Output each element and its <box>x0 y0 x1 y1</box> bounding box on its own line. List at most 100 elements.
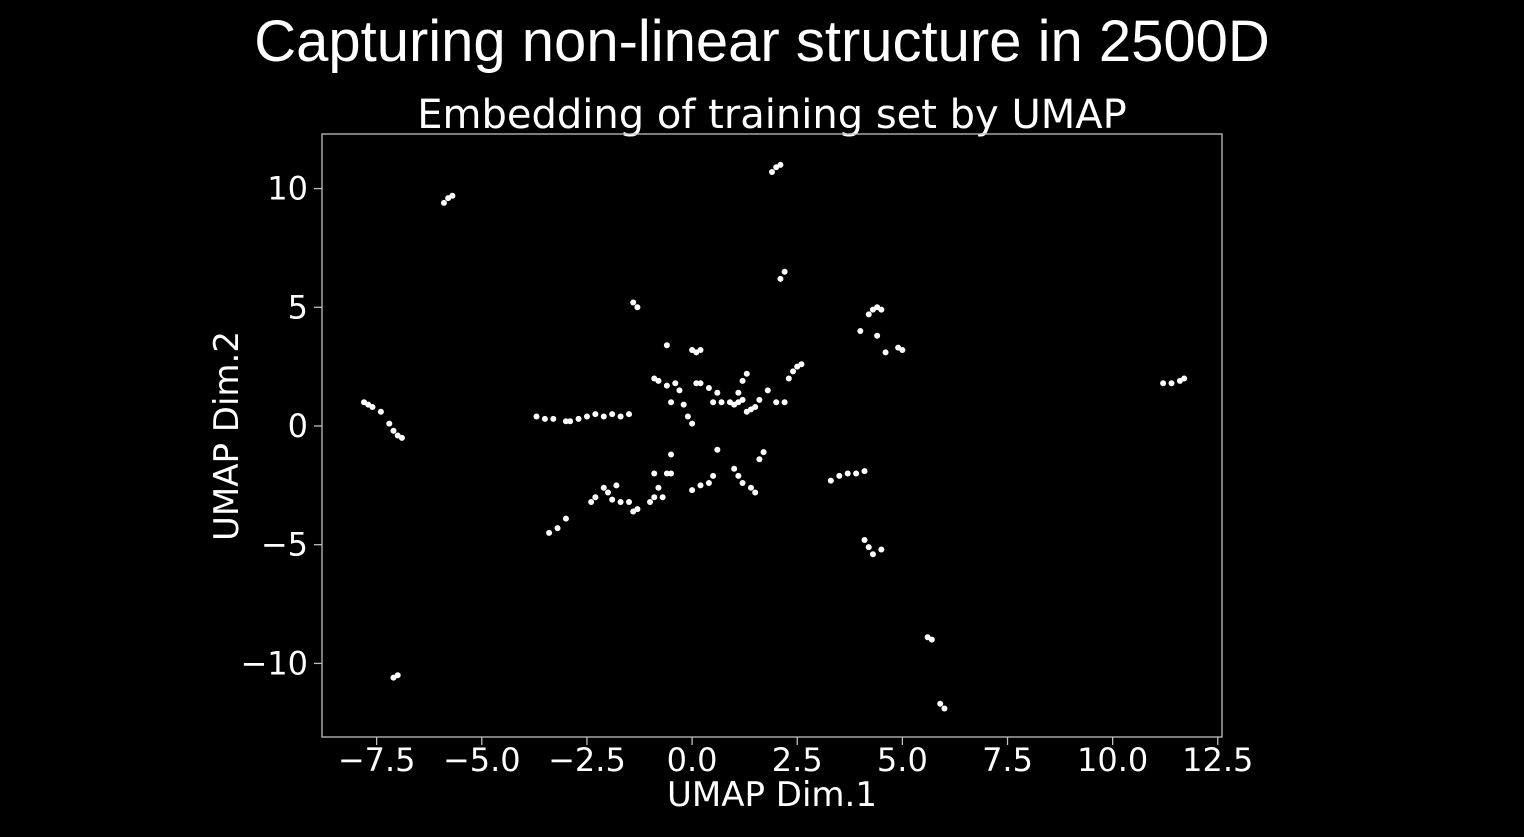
x-tick-label: 0.0 <box>667 741 718 779</box>
data-point <box>369 404 376 411</box>
x-tick-label: 10.0 <box>1077 741 1148 779</box>
data-point <box>773 399 780 406</box>
x-tick-label: 2.5 <box>772 741 823 779</box>
data-point <box>617 413 624 420</box>
data-point <box>790 368 797 375</box>
data-point <box>604 489 611 496</box>
data-point <box>651 494 658 501</box>
data-point <box>689 420 696 427</box>
y-tick-label: 10 <box>267 170 308 208</box>
y-tick-label: −5 <box>261 526 308 564</box>
data-point <box>647 498 654 505</box>
data-point <box>844 470 851 477</box>
y-axis-ticks: 10 5 0 −5 −10 <box>240 170 322 682</box>
data-point <box>626 498 633 505</box>
x-tick-label: −5.0 <box>443 741 521 779</box>
data-point <box>853 470 860 477</box>
data-point <box>752 404 759 411</box>
data-point <box>630 508 637 515</box>
data-point <box>592 494 599 501</box>
x-tick-label: 7.5 <box>982 741 1033 779</box>
data-point <box>705 385 712 392</box>
data-point <box>609 411 616 418</box>
data-point <box>668 399 675 406</box>
data-point <box>398 434 405 441</box>
data-point <box>562 515 569 522</box>
data-point <box>668 451 675 458</box>
data-point <box>630 299 637 306</box>
data-point <box>592 411 599 418</box>
data-point <box>684 413 691 420</box>
data-point <box>550 415 557 422</box>
data-point <box>731 465 738 472</box>
data-point <box>781 268 788 275</box>
data-point <box>689 487 696 494</box>
data-point <box>705 479 712 486</box>
data-point <box>747 484 754 491</box>
data-point <box>541 415 548 422</box>
data-point <box>861 536 868 543</box>
data-point <box>756 396 763 403</box>
data-point <box>739 377 746 384</box>
data-point <box>756 456 763 463</box>
data-point <box>655 484 662 491</box>
data-point <box>1160 380 1167 387</box>
data-point <box>562 418 569 425</box>
data-point <box>836 472 843 479</box>
data-point <box>680 401 687 408</box>
y-tick-label: −10 <box>240 644 308 682</box>
data-point <box>663 342 670 349</box>
data-point <box>777 161 784 168</box>
data-point <box>777 275 784 282</box>
data-point <box>659 494 666 501</box>
data-point <box>377 408 384 415</box>
data-point <box>386 420 393 427</box>
data-point <box>554 525 561 532</box>
data-point <box>827 477 834 484</box>
data-point <box>769 168 775 175</box>
data-point <box>390 427 397 434</box>
data-point <box>588 498 595 505</box>
data-point <box>668 470 675 477</box>
x-tick-label: −2.5 <box>548 741 626 779</box>
data-point <box>697 347 704 354</box>
data-point <box>899 347 906 354</box>
data-point <box>634 304 641 311</box>
data-point <box>857 328 864 335</box>
data-point <box>693 380 700 387</box>
x-tick-label: −7.5 <box>338 741 416 779</box>
data-point <box>600 413 607 420</box>
data-point <box>798 361 805 368</box>
data-point <box>882 349 889 356</box>
data-point <box>861 468 868 475</box>
slide-title: Capturing non-linear structure in 2500D <box>254 9 1270 74</box>
data-point <box>752 489 759 496</box>
data-point <box>533 413 540 420</box>
data-point <box>739 396 746 403</box>
data-point <box>785 375 792 382</box>
x-axis-label: UMAP Dim.1 <box>667 775 877 815</box>
chart-title: Embedding of training set by UMAP <box>417 92 1126 138</box>
data-point <box>583 413 590 420</box>
data-point <box>663 382 670 389</box>
data-point <box>710 399 717 406</box>
data-point <box>440 199 447 206</box>
data-point <box>878 306 885 313</box>
data-point <box>449 192 456 199</box>
data-point <box>1181 375 1188 382</box>
data-point <box>735 389 742 396</box>
data-point <box>781 399 788 406</box>
data-point <box>760 449 767 456</box>
data-point <box>714 389 721 396</box>
data-point <box>546 529 553 536</box>
data-point <box>697 482 704 489</box>
data-point <box>865 311 872 318</box>
data-point <box>718 399 725 406</box>
data-point <box>1168 380 1175 387</box>
data-point <box>739 479 746 486</box>
data-point <box>567 418 574 425</box>
data-point <box>937 700 944 707</box>
data-point <box>626 411 633 418</box>
data-point <box>575 415 582 422</box>
